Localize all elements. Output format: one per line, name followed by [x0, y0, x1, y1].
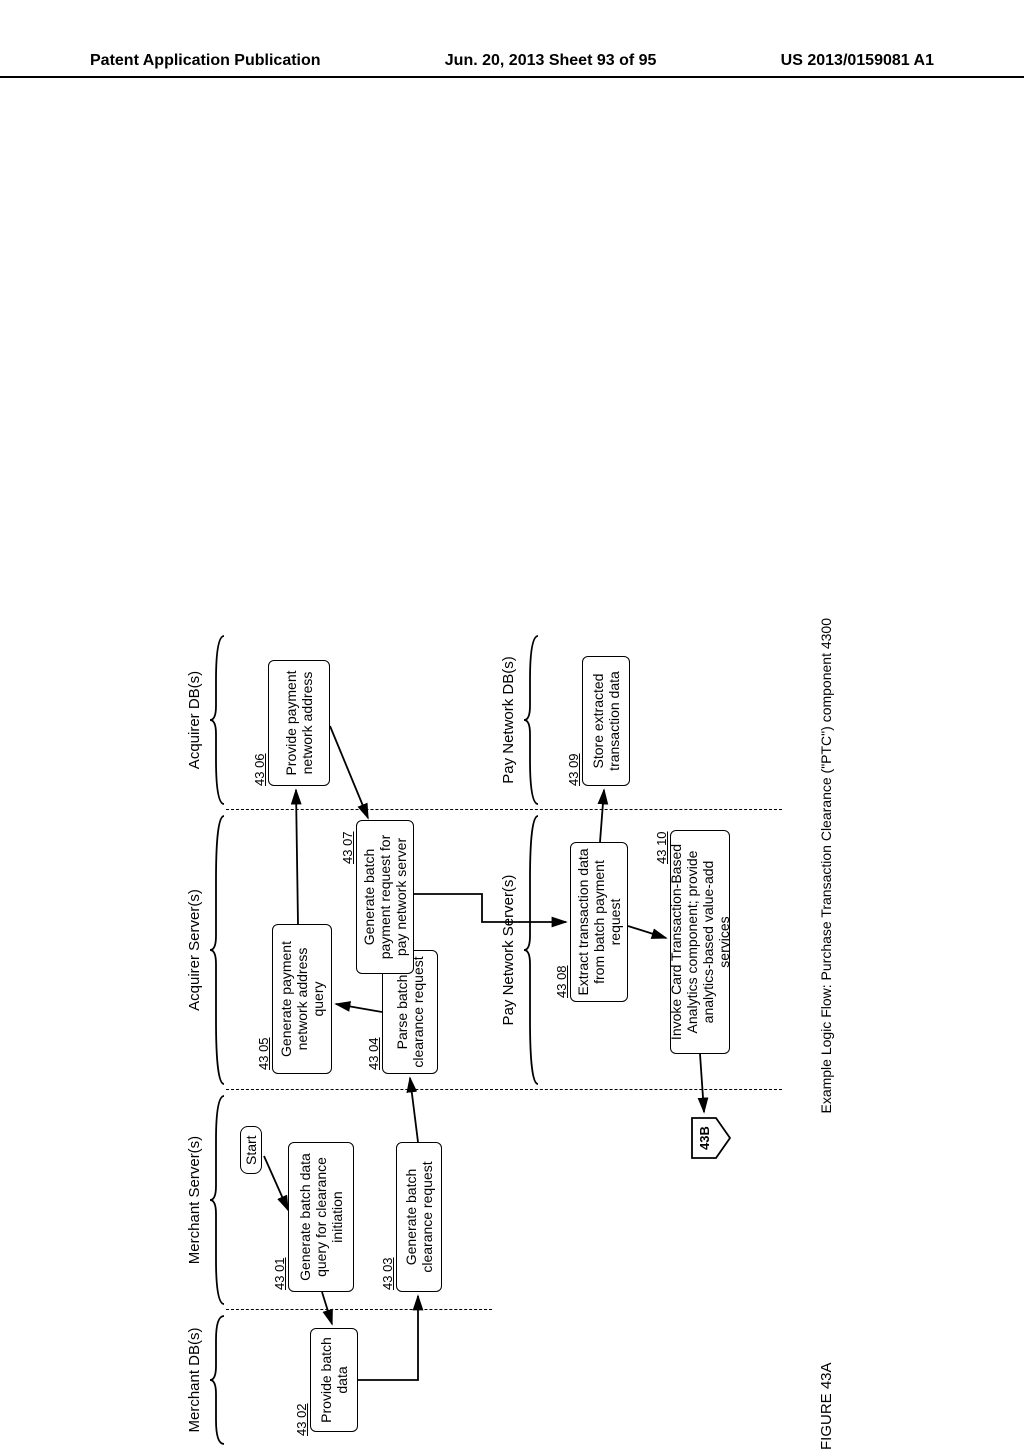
offpage-label: 43B — [697, 1126, 712, 1150]
arrows-layer — [192, 630, 812, 1450]
figure-label: FIGURE 43A — [818, 1362, 835, 1450]
page-header: Patent Application Publication Jun. 20, … — [0, 52, 1024, 78]
header-right: US 2013/0159081 A1 — [781, 52, 934, 70]
flow-diagram: Merchant DB(s) Merchant Server(s) Acquir… — [192, 630, 892, 1450]
page: Patent Application Publication Jun. 20, … — [0, 0, 1024, 1320]
header-left: Patent Application Publication — [90, 52, 321, 70]
diagram-rotated-container: Merchant DB(s) Merchant Server(s) Acquir… — [542, 630, 892, 1040]
caption-right: Example Logic Flow: Purchase Transaction… — [818, 618, 834, 1178]
header-center: Jun. 20, 2013 Sheet 93 of 95 — [445, 52, 657, 70]
